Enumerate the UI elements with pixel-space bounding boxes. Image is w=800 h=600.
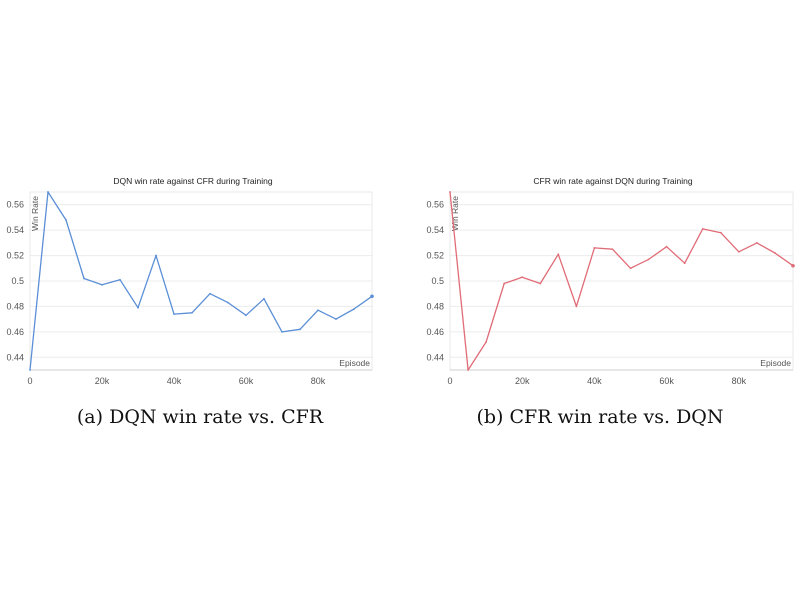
y-tick-label-a: 0.52 xyxy=(6,251,24,261)
chart-panel-b: CFR win rate against DQN during Training… xyxy=(400,170,800,440)
x-tick-label-a: 40k xyxy=(167,376,182,386)
y-tick-label-a: 0.54 xyxy=(6,225,24,235)
data-point-a xyxy=(263,297,265,300)
data-point-b xyxy=(665,245,668,248)
data-point-b xyxy=(575,305,578,308)
data-point-b xyxy=(521,276,524,279)
data-point-b xyxy=(593,247,596,249)
chart-panel-a: DQN win rate against CFR during Training… xyxy=(0,170,400,440)
x-axis-label-b: Episode xyxy=(760,358,791,368)
x-tick-label-b: 40k xyxy=(587,376,602,386)
data-point-b xyxy=(647,258,650,261)
data-point-a xyxy=(227,301,229,304)
data-point-b xyxy=(774,252,776,254)
y-tick-label-b: 0.48 xyxy=(426,301,444,311)
x-axis-label-a: Episode xyxy=(339,358,370,368)
data-point-a xyxy=(65,219,67,221)
data-point-b xyxy=(683,262,686,265)
data-point-b xyxy=(701,227,704,230)
data-point-b xyxy=(467,369,469,371)
x-tick-label-b: 0 xyxy=(447,376,452,386)
data-point-a xyxy=(83,277,85,280)
data-point-b xyxy=(791,263,795,268)
y-tick-label-a: 0.46 xyxy=(6,327,24,337)
series-line-a xyxy=(29,191,373,371)
x-tick-label-b: 20k xyxy=(515,376,530,386)
data-point-b xyxy=(485,341,488,343)
data-point-a xyxy=(281,330,283,333)
data-point-b xyxy=(539,282,542,285)
data-point-b xyxy=(449,191,451,193)
series-line-b xyxy=(449,191,794,371)
data-point-b xyxy=(557,253,560,256)
data-point-b xyxy=(503,282,506,285)
x-tick-label-a: 60k xyxy=(239,376,254,386)
data-point-a xyxy=(317,309,319,312)
data-point-b xyxy=(629,267,632,270)
chart-b-svg: CFR win rate against DQN during Training… xyxy=(426,176,795,386)
data-point-a xyxy=(245,314,247,317)
data-point-b xyxy=(755,241,758,244)
chart-title-a: DQN win rate against CFR during Training xyxy=(113,176,272,186)
y-tick-label-a: 0.48 xyxy=(6,301,24,311)
chart-title-b: CFR win rate against DQN during Training xyxy=(533,176,692,186)
x-tick-label-b: 60k xyxy=(659,376,674,386)
data-point-a xyxy=(155,254,157,257)
y-tick-label-a: 0.5 xyxy=(11,276,24,286)
y-tick-label-b: 0.5 xyxy=(431,276,444,286)
x-tick-label-b: 80k xyxy=(732,376,747,386)
data-point-a xyxy=(191,311,193,314)
data-point-b xyxy=(737,250,740,253)
y-tick-label-a: 0.56 xyxy=(6,200,24,210)
data-point-a xyxy=(299,328,301,331)
x-tick-label-a: 0 xyxy=(27,376,32,386)
y-tick-label-a: 0.44 xyxy=(6,352,24,362)
x-tick-label-a: 20k xyxy=(95,376,110,386)
y-tick-label-b: 0.52 xyxy=(426,251,444,261)
chart-a-svg: DQN win rate against CFR during Training… xyxy=(6,176,374,386)
y-axis-label-a: Win Rate xyxy=(30,196,40,231)
data-point-a xyxy=(101,283,103,286)
data-point-a xyxy=(29,369,31,371)
y-tick-label-b: 0.44 xyxy=(426,352,444,362)
y-tick-label-b: 0.56 xyxy=(426,200,444,210)
y-tick-label-b: 0.46 xyxy=(426,327,444,337)
data-point-a xyxy=(137,306,139,309)
data-point-a xyxy=(335,318,337,321)
y-tick-label-b: 0.54 xyxy=(426,225,444,235)
y-axis-label-b: Win Rate xyxy=(450,196,460,231)
data-point-a xyxy=(370,294,374,299)
data-point-a xyxy=(209,292,211,295)
data-point-a xyxy=(353,308,355,310)
data-point-a xyxy=(173,313,175,315)
data-point-a xyxy=(47,191,49,193)
caption-a: (a) DQN win rate vs. CFR xyxy=(76,406,324,428)
x-tick-label-a: 80k xyxy=(311,376,326,386)
data-point-b xyxy=(611,248,614,251)
data-point-b xyxy=(719,231,722,234)
caption-b: (b) CFR win rate vs. DQN xyxy=(476,406,724,428)
data-point-a xyxy=(119,278,121,281)
